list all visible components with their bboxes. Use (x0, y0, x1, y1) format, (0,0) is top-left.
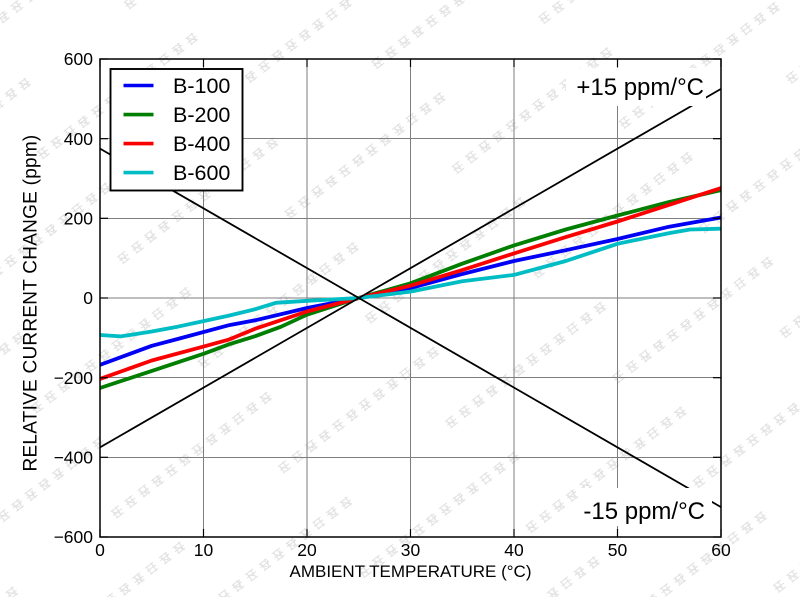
svg-text:B-200: B-200 (173, 103, 230, 127)
svg-text:30: 30 (401, 540, 421, 560)
svg-text:50: 50 (608, 540, 628, 560)
svg-text:200: 200 (64, 209, 93, 229)
svg-text:40: 40 (504, 540, 524, 560)
svg-text:B-400: B-400 (173, 132, 230, 156)
svg-text:−400: −400 (54, 448, 94, 468)
svg-text:0: 0 (83, 288, 93, 308)
svg-text:10: 10 (194, 540, 214, 560)
svg-text:+15 ppm/°C: +15 ppm/°C (576, 74, 704, 101)
svg-text:0: 0 (95, 540, 105, 560)
svg-text:400: 400 (64, 129, 93, 149)
svg-text:20: 20 (297, 540, 317, 560)
svg-text:B-100: B-100 (173, 74, 230, 98)
svg-text:B-600: B-600 (173, 161, 230, 185)
svg-text:600: 600 (64, 49, 93, 69)
svg-text:RELATIVE CURRENT CHANGE (ppm): RELATIVE CURRENT CHANGE (ppm) (21, 135, 42, 472)
svg-text:AMBIENT TEMPERATURE (°C): AMBIENT TEMPERATURE (°C) (290, 562, 532, 581)
svg-text:-15 ppm/°C: -15 ppm/°C (583, 498, 705, 525)
svg-text:−200: −200 (54, 368, 94, 388)
svg-text:−600: −600 (54, 527, 94, 547)
svg-text:60: 60 (711, 540, 731, 560)
